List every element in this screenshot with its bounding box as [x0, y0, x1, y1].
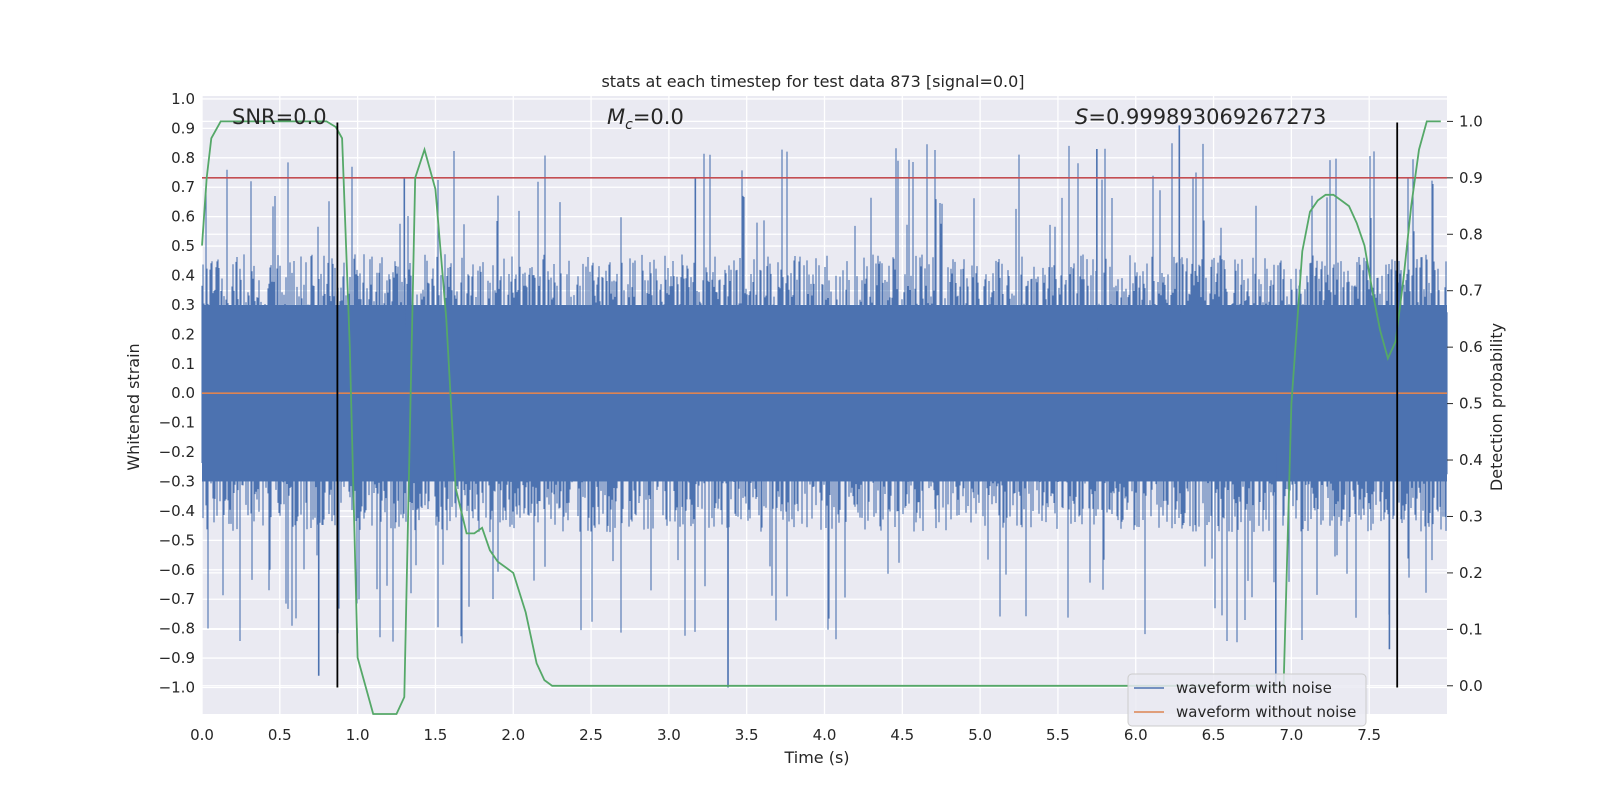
y-left-tick-label: 0.8 [171, 149, 195, 167]
x-tick-label: 0.0 [190, 726, 214, 744]
y-right-tick-label: 0.4 [1459, 451, 1483, 469]
y-left-tick-label: 1.0 [171, 90, 195, 108]
y-left-tick-label: −0.1 [159, 414, 195, 432]
y-left-tick-label: 0.2 [171, 325, 195, 343]
chirp-mass-annotation: Mc=0.0 [607, 105, 684, 133]
y-left-tick-label: 0.7 [171, 178, 195, 196]
y-right-tick-label: 0.5 [1459, 395, 1483, 413]
x-tick-label: 3.5 [735, 726, 759, 744]
y-left-tick-label: 0.6 [171, 208, 195, 226]
y-left-tick-label: 0.3 [171, 296, 195, 314]
x-tick-label: 5.0 [968, 726, 992, 744]
detection-probability-curve [201, 120, 1441, 715]
y-left-tick-label: 0.5 [171, 237, 195, 255]
x-tick-label: 1.0 [346, 726, 370, 744]
y-left-tick-label: −0.6 [159, 561, 195, 579]
y-right-tick-label: 0.2 [1459, 564, 1483, 582]
x-tick-label: 1.5 [424, 726, 448, 744]
score-value: =0.999893069267273 [1088, 105, 1326, 129]
y-right-tick-label: 0.6 [1459, 338, 1483, 356]
x-tick-label: 7.5 [1357, 726, 1381, 744]
y-left-tick-label: 0.0 [171, 384, 195, 402]
y-left-tick-label: −0.9 [159, 649, 195, 667]
y-left-tick-label: −0.3 [159, 473, 195, 491]
score-annotation: S=0.999893069267273 [1075, 105, 1326, 129]
y-right-tick-label: 0.7 [1459, 282, 1483, 300]
y-left-tick-label: −0.5 [159, 531, 195, 549]
x-tick-label: 0.5 [268, 726, 292, 744]
x-tick-label: 6.5 [1202, 726, 1226, 744]
y-left-tick-label: −0.7 [159, 590, 195, 608]
chirp-mass-subscript: c [625, 117, 633, 133]
y-left-tick-label: −0.8 [159, 620, 195, 638]
x-tick-label: 4.5 [890, 726, 914, 744]
legend-label-clean: waveform without noise [1176, 703, 1356, 721]
x-axis-label: Time (s) [783, 748, 849, 767]
y-right-tick-label: 0.8 [1459, 225, 1483, 243]
x-tick-label: 2.5 [579, 726, 603, 744]
y-left-tick-label: 0.4 [171, 267, 195, 285]
chirp-mass-symbol: M [607, 105, 625, 129]
waveform-with-noise-trace [201, 143, 1448, 644]
x-tick-label: 3.0 [657, 726, 681, 744]
y-right-tick-label: 0.1 [1459, 620, 1483, 638]
y-right-tick-label: 0.3 [1459, 507, 1483, 525]
y-axis-right-label: Detection probability [1487, 323, 1506, 491]
x-tick-label: 4.0 [813, 726, 837, 744]
chirp-mass-value: =0.0 [633, 105, 684, 129]
x-tick-label: 2.0 [501, 726, 525, 744]
x-tick-label: 6.0 [1124, 726, 1148, 744]
chart-legend: waveform with noise waveform without noi… [1127, 673, 1367, 727]
y-left-tick-label: −1.0 [159, 679, 195, 697]
x-tick-label: 7.0 [1279, 726, 1303, 744]
snr-annotation: SNR=0.0 [232, 105, 327, 129]
legend-box [1127, 673, 1367, 727]
y-right-tick-label: 1.0 [1459, 112, 1483, 130]
legend-label-noise: waveform with noise [1176, 679, 1332, 697]
x-tick-label: 5.5 [1046, 726, 1070, 744]
y-right-tick-label: 0.0 [1459, 677, 1483, 695]
y-axis-left-label: Whitened strain [124, 343, 143, 470]
y-left-tick-label: 0.1 [171, 355, 195, 373]
y-left-tick-label: −0.4 [159, 502, 195, 520]
y-left-tick-label: 0.9 [171, 119, 195, 137]
y-right-tick-label: 0.9 [1459, 169, 1483, 187]
y-left-tick-label: −0.2 [159, 443, 195, 461]
chart-title: stats at each timestep for test data 873… [601, 72, 1024, 91]
score-symbol: S [1075, 105, 1088, 129]
